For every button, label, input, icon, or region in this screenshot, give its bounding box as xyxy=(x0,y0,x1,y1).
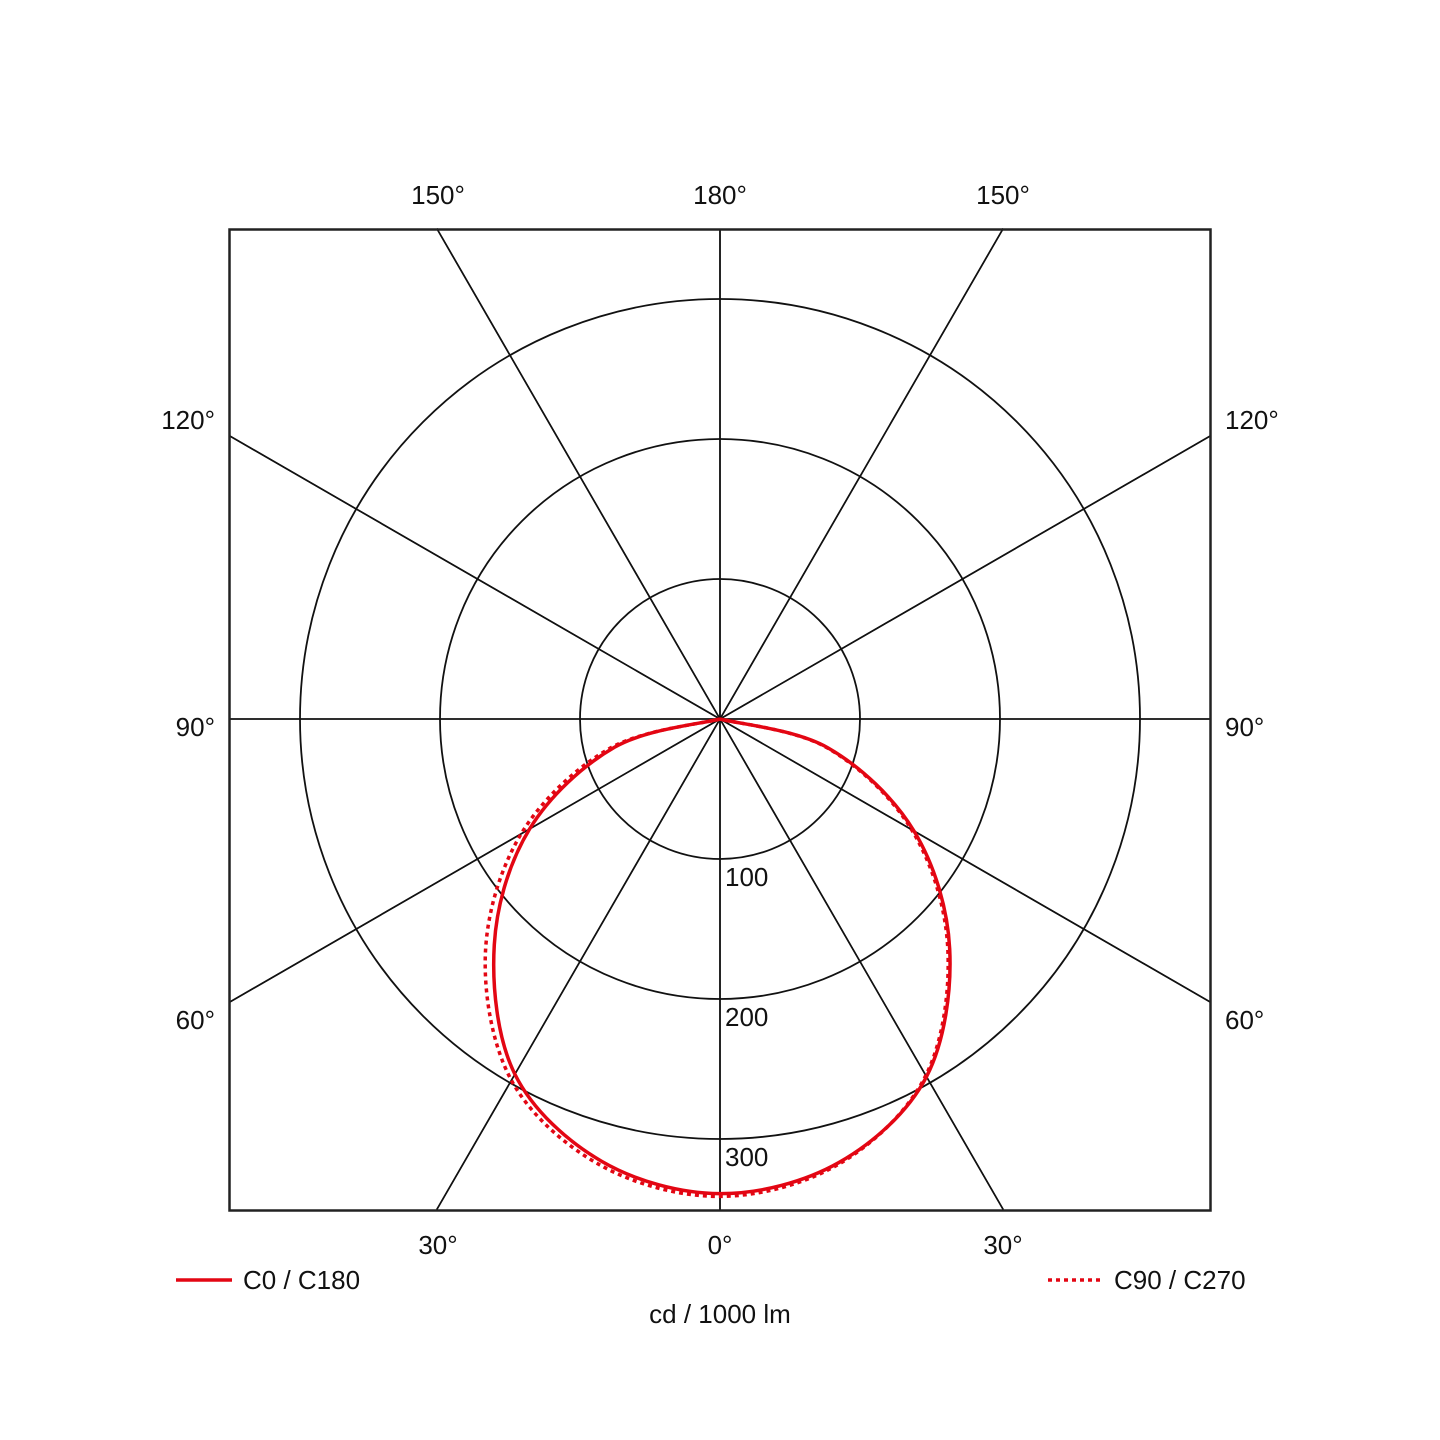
series-curve-c0-c180 xyxy=(491,717,952,1196)
intensity-curves xyxy=(483,717,952,1199)
angle-label-left-120: 120° xyxy=(161,405,215,435)
angle-label-right-60: 60° xyxy=(1225,1005,1264,1035)
radial-tick-label-200: 200 xyxy=(725,1002,768,1032)
unit-label: cd / 1000 lm xyxy=(649,1299,791,1329)
angle-label-right-120: 120° xyxy=(1225,405,1279,435)
angle-label-top-left: 150° xyxy=(411,180,465,210)
angle-label-top-right: 150° xyxy=(976,180,1030,210)
angle-label-bottom-right: 30° xyxy=(983,1230,1022,1260)
angle-label-top-center: 180° xyxy=(693,180,747,210)
plot-frame xyxy=(228,228,1212,1212)
radial-tick-label-300: 300 xyxy=(725,1142,768,1172)
series-curve-c90-c270 xyxy=(483,717,950,1199)
radial-tick-label-100: 100 xyxy=(725,862,768,892)
angle-label-left-90: 90° xyxy=(176,712,215,742)
legend-label-c0-c180: C0 / C180 xyxy=(243,1265,360,1295)
angle-label-right-90: 90° xyxy=(1225,712,1264,742)
angle-label-bottom-center: 0° xyxy=(708,1230,733,1260)
angle-label-bottom-left: 30° xyxy=(418,1230,457,1260)
legend-label-c90-c270: C90 / C270 xyxy=(1114,1265,1246,1295)
angle-label-left-60: 60° xyxy=(176,1005,215,1035)
